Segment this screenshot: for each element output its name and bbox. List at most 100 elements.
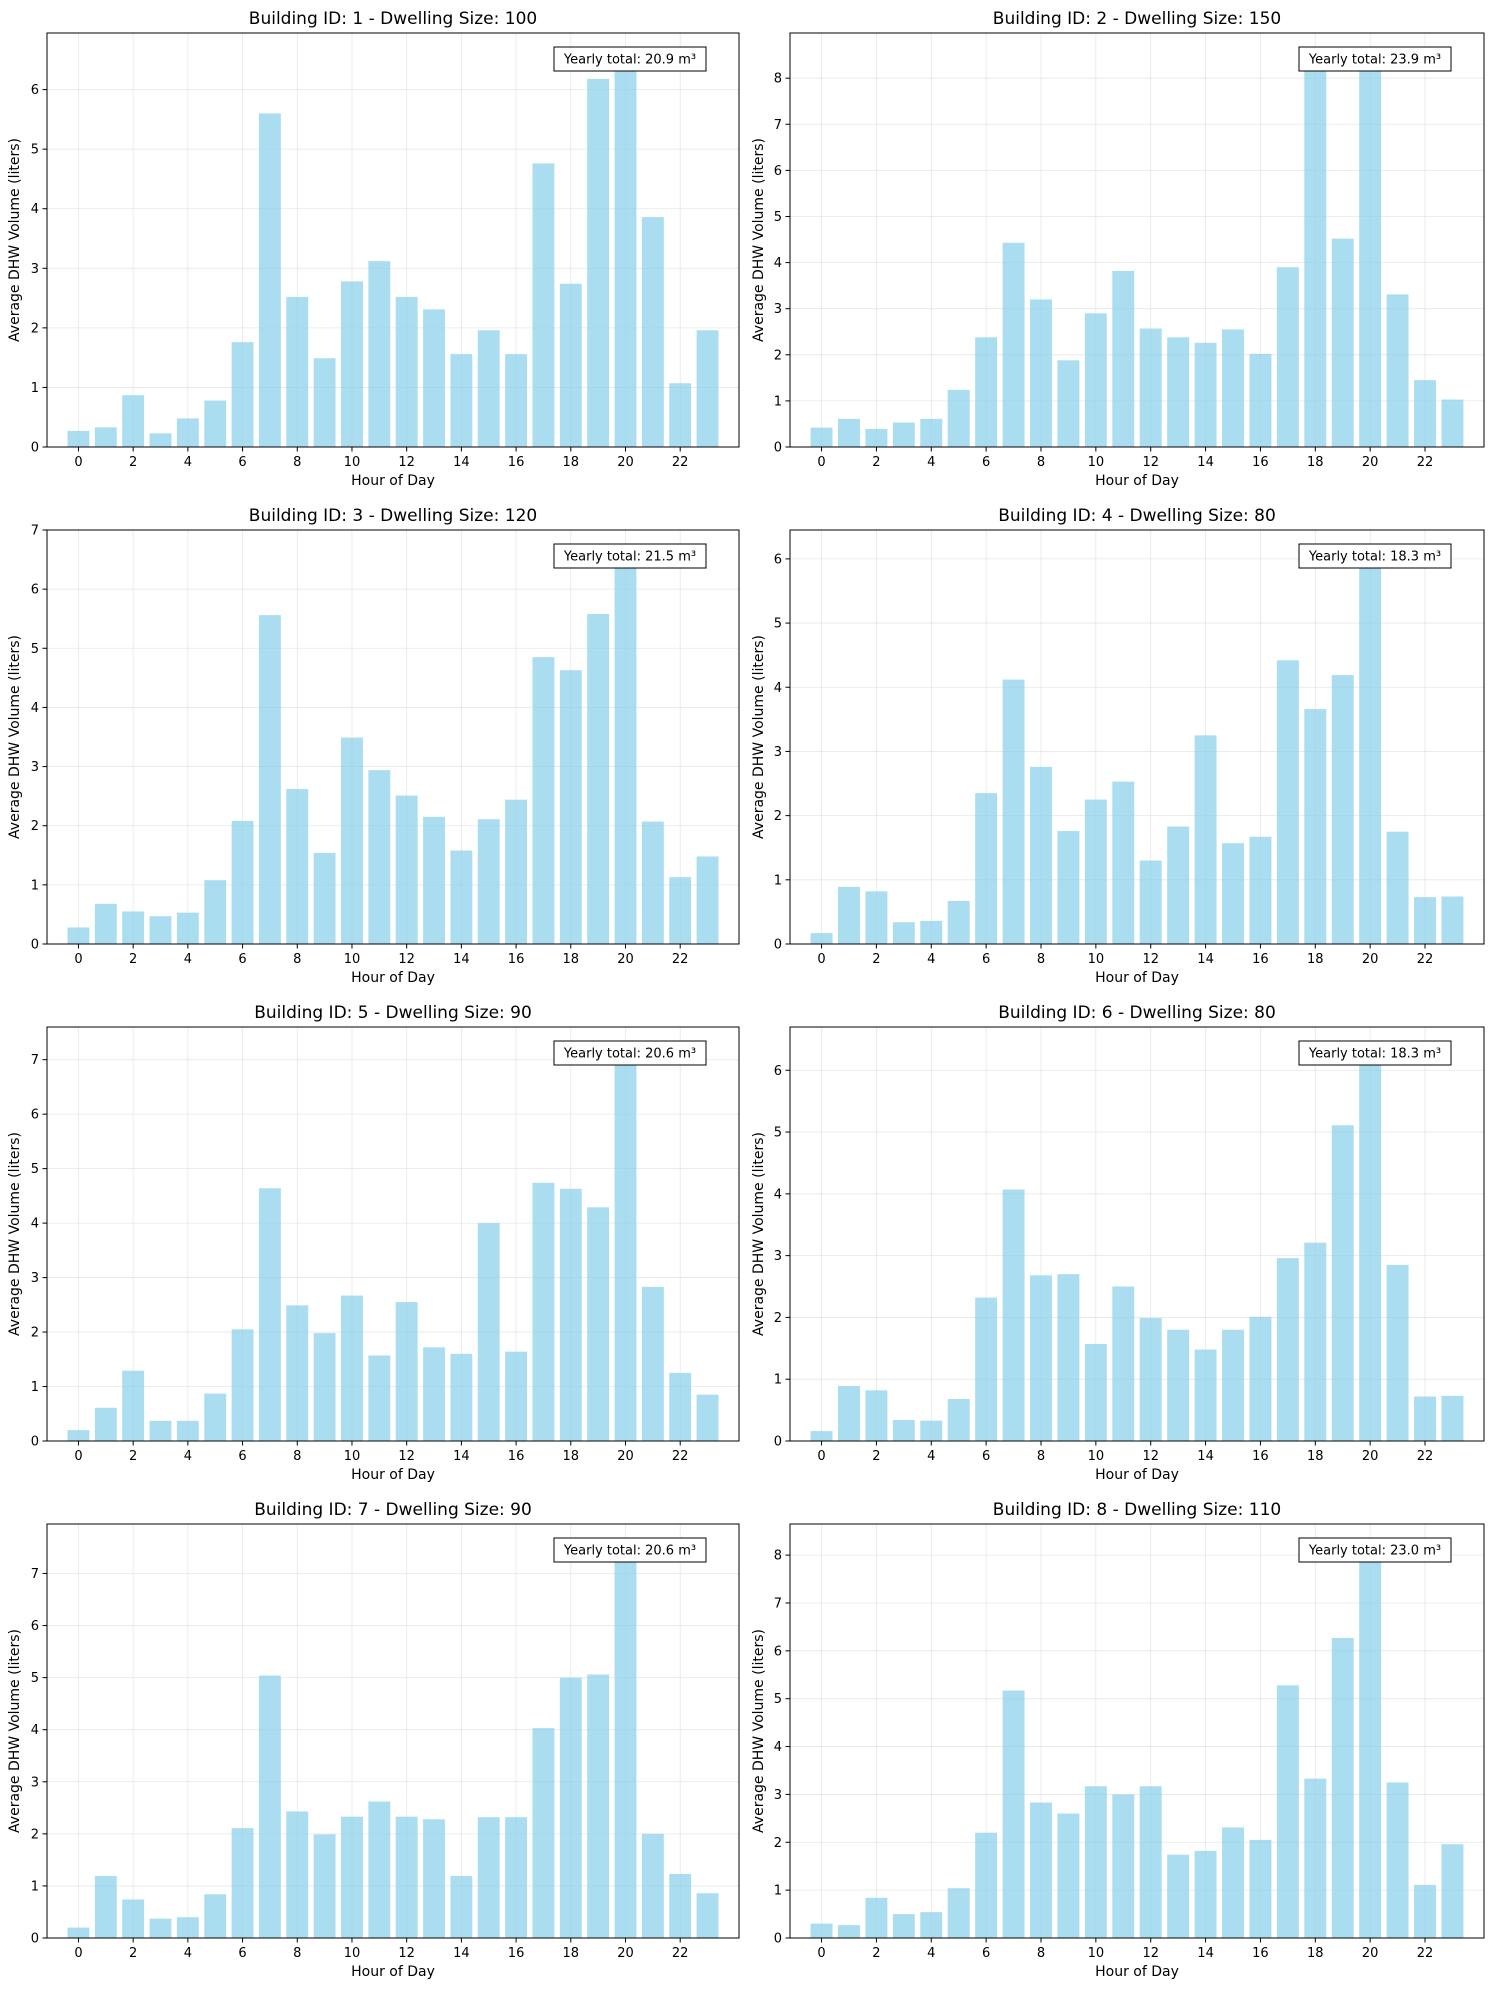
- bar-hour-19: [587, 1674, 610, 1938]
- bar-hour-16: [1249, 353, 1272, 447]
- bar-hour-2: [865, 1897, 888, 1938]
- y-tick-label: 6: [774, 164, 782, 179]
- bar-hour-18: [559, 1188, 582, 1441]
- x-tick-label: 2: [872, 1449, 880, 1464]
- bar-hour-19: [1331, 1637, 1354, 1938]
- bar-hour-13: [1167, 1854, 1190, 1938]
- bar-hour-13: [1167, 826, 1190, 944]
- bar-hour-5: [947, 389, 970, 447]
- bar-hour-20: [614, 1046, 637, 1441]
- x-axis-label: Hour of Day: [1095, 1964, 1179, 1980]
- x-tick-label: 22: [672, 455, 689, 470]
- y-tick-label: 3: [31, 1775, 39, 1790]
- y-tick-label: 7: [31, 1053, 39, 1068]
- bar-hour-16: [1249, 1839, 1272, 1938]
- x-tick-label: 22: [1417, 1449, 1434, 1464]
- bar-hour-6: [975, 337, 998, 447]
- bar-hour-13: [423, 816, 445, 944]
- bar-hour-5: [947, 1888, 970, 1938]
- x-tick-label: 16: [508, 455, 525, 470]
- bar-hour-6: [231, 1828, 254, 1938]
- bar-hour-17: [1276, 1685, 1299, 1938]
- bar-hour-17: [532, 163, 555, 447]
- x-tick-label: 18: [563, 952, 580, 967]
- bar-hour-2: [122, 1370, 145, 1441]
- y-tick-label: 1: [774, 394, 782, 409]
- y-tick-label: 3: [774, 745, 782, 760]
- bar-hour-8: [1030, 766, 1052, 944]
- x-tick-label: 8: [1037, 1946, 1045, 1961]
- y-tick-label: 8: [774, 72, 782, 87]
- bar-hour-2: [122, 395, 145, 447]
- bar-hour-6: [975, 1832, 998, 1938]
- x-axis-label: Hour of Day: [351, 473, 435, 489]
- y-axis-label: Average DHW Volume (liters): [7, 1629, 23, 1833]
- x-tick-label: 2: [872, 1946, 880, 1961]
- y-tick-label: 0: [774, 1932, 782, 1947]
- bar-hour-4: [176, 418, 199, 447]
- chart-title: Building ID: 2 - Dwelling Size: 150: [993, 9, 1281, 29]
- bar-hour-14: [450, 1876, 473, 1938]
- annotation-box: [553, 46, 707, 72]
- chart-panel: 0 2 4 6 8 10 12 14 16 18 20 22 0 1 2 3 4 5 6 7 8 Building ID:…: [744, 0, 1488, 497]
- axes-frame: [789, 529, 1485, 945]
- bar-hour-22: [669, 1372, 692, 1441]
- bar-hour-12: [1139, 1786, 1162, 1938]
- x-tick-label: 4: [184, 1449, 192, 1464]
- bar-hour-1: [838, 886, 860, 944]
- annotation-box: [553, 1537, 707, 1563]
- bar-hour-0: [67, 1430, 90, 1441]
- bar-hour-3: [892, 1914, 915, 1938]
- x-tick-label: 10: [344, 455, 361, 470]
- bar-hour-14: [1194, 342, 1217, 447]
- axes-frame: [46, 1026, 740, 1442]
- x-tick-label: 16: [1252, 455, 1269, 470]
- bar-hour-1: [838, 1925, 860, 1938]
- y-tick-label: 1: [31, 381, 39, 396]
- x-tick-label: 10: [1088, 1449, 1105, 1464]
- bar-hour-11: [368, 1801, 391, 1938]
- x-tick-label: 6: [982, 455, 990, 470]
- x-tick-label: 14: [1197, 1946, 1214, 1961]
- y-tick-label: 5: [774, 1126, 782, 1141]
- bar-hour-18: [1304, 52, 1327, 447]
- y-tick-label: 0: [774, 1435, 782, 1450]
- y-tick-label: 3: [774, 1249, 782, 1264]
- x-tick-label: 10: [344, 1946, 361, 1961]
- bar-hour-9: [313, 852, 336, 944]
- bar-hour-10: [1084, 1343, 1107, 1441]
- bar-hour-12: [1139, 860, 1162, 944]
- bar-hour-9: [1057, 1274, 1080, 1441]
- x-tick-label: 6: [982, 1449, 990, 1464]
- bar-hour-15: [477, 819, 500, 944]
- y-tick-label: 2: [31, 321, 39, 336]
- x-axis-label: Hour of Day: [1095, 1467, 1179, 1483]
- bar-hour-10: [341, 1816, 363, 1938]
- bar-hour-13: [423, 1347, 445, 1441]
- x-tick-label: 16: [508, 1946, 525, 1961]
- bar-hour-19: [587, 613, 610, 944]
- bar-hour-5: [204, 880, 227, 944]
- bar-hour-18: [559, 283, 582, 447]
- x-tick-label: 16: [508, 952, 525, 967]
- bar-hour-9: [313, 1834, 336, 1938]
- y-tick-label: 7: [31, 1567, 39, 1582]
- bar-hour-10: [341, 1295, 363, 1441]
- y-tick-label: 3: [31, 1271, 39, 1286]
- y-axis-label: Average DHW Volume (liters): [751, 635, 767, 839]
- bar-hour-18: [1304, 709, 1327, 944]
- y-tick-label: 5: [774, 1692, 782, 1707]
- bar-hour-11: [1112, 270, 1135, 447]
- y-axis-label: Average DHW Volume (liters): [751, 1132, 767, 1336]
- y-tick-label: 4: [31, 202, 39, 217]
- x-tick-label: 6: [238, 952, 246, 967]
- x-tick-label: 18: [1307, 952, 1324, 967]
- bar-hour-17: [1276, 267, 1299, 447]
- y-tick-label: 4: [774, 256, 782, 271]
- x-tick-label: 18: [1307, 1449, 1324, 1464]
- x-tick-label: 12: [1142, 1946, 1159, 1961]
- x-tick-label: 10: [1088, 1946, 1105, 1961]
